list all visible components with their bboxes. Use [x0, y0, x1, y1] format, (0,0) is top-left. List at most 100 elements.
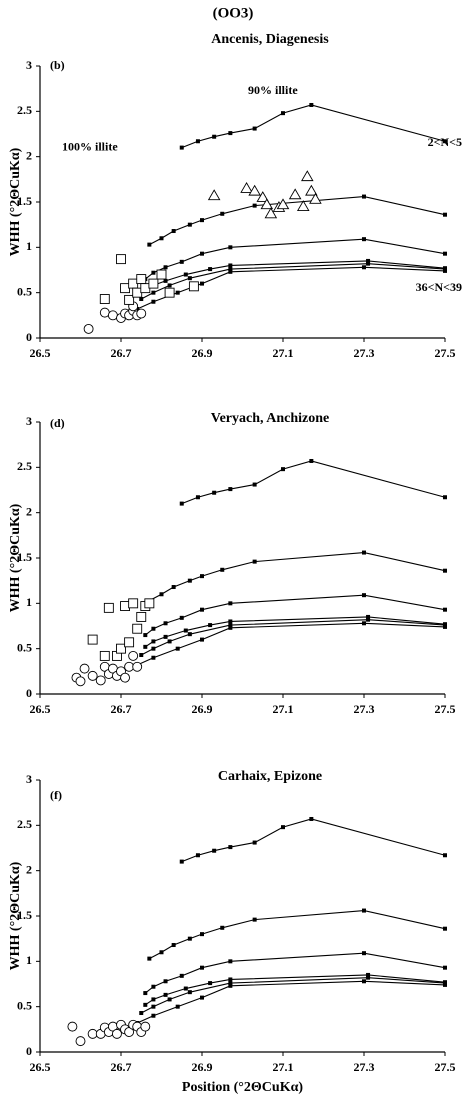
model-point	[443, 251, 447, 256]
y-tick-label: 0.5	[17, 284, 32, 298]
model-point	[179, 501, 184, 506]
data-point	[132, 287, 143, 298]
model-point	[228, 619, 233, 624]
model-point	[159, 236, 164, 241]
model-point	[147, 242, 152, 247]
model-point	[362, 194, 366, 199]
model-point	[362, 951, 366, 956]
x-tick-label: 27.5	[435, 702, 456, 716]
model-point	[208, 267, 213, 272]
model-point	[183, 272, 188, 277]
model-point	[179, 859, 184, 864]
model-point	[252, 840, 257, 845]
data-point	[309, 192, 322, 204]
model-point	[252, 203, 257, 208]
y-tick-label: 1.5	[17, 194, 32, 208]
annotation: 90% illite	[248, 83, 298, 97]
model-point	[443, 982, 447, 987]
model-point	[281, 825, 285, 830]
model-point	[187, 276, 192, 281]
data-point	[132, 623, 143, 634]
model-point	[228, 623, 233, 628]
model-point	[143, 1002, 148, 1007]
data-point	[111, 1028, 122, 1039]
model-point	[151, 646, 156, 651]
y-tick-label: 2	[26, 504, 32, 518]
model-point	[212, 848, 217, 853]
model-curve	[136, 622, 446, 666]
data-point	[116, 643, 126, 654]
model-point	[187, 990, 192, 995]
data-point	[136, 274, 147, 285]
model-curve	[181, 104, 446, 149]
model-point	[362, 621, 366, 626]
model-point	[179, 615, 184, 620]
y-tick-label: 1.5	[17, 908, 32, 922]
y-tick-label: 2.5	[17, 103, 32, 117]
model-curve	[136, 266, 446, 310]
y-tick-label: 0	[26, 330, 32, 344]
y-tick-label: 2	[26, 862, 32, 876]
model-point	[195, 139, 200, 144]
model-point	[195, 495, 200, 500]
model-point	[309, 458, 314, 463]
model-point	[163, 265, 168, 270]
model-point	[151, 299, 156, 304]
model-point	[220, 211, 225, 216]
model-point	[228, 959, 233, 964]
data-point	[296, 200, 310, 211]
model-curve	[144, 238, 446, 280]
data-point	[99, 650, 110, 661]
model-point	[443, 926, 447, 931]
x-tick-label: 26.9	[192, 1060, 213, 1074]
chart-title: Carhaix, Epizone	[218, 769, 322, 784]
data-point	[107, 310, 118, 321]
data-point	[87, 670, 98, 681]
model-point	[187, 936, 192, 941]
y-tick-label: 3	[26, 414, 32, 428]
data-point	[103, 602, 114, 613]
chart-title: Veryach, Anchizone	[211, 411, 329, 426]
model-point	[443, 965, 447, 970]
x-tick-label: 27.1	[273, 1060, 294, 1074]
x-tick-label: 26.9	[192, 346, 213, 360]
model-point	[228, 263, 233, 268]
x-axis-label: Position (°2ΘCuKα)	[182, 1080, 303, 1095]
data-point	[207, 189, 221, 201]
model-point	[139, 1011, 144, 1016]
y-tick-label: 3	[26, 772, 32, 786]
model-point	[228, 977, 233, 982]
y-tick-label: 1	[26, 953, 32, 967]
model-point	[200, 995, 204, 1000]
model-point	[228, 981, 233, 986]
model-point	[163, 992, 168, 997]
y-tick-label: 1	[26, 239, 32, 253]
model-point	[183, 628, 188, 633]
data-point	[164, 287, 175, 298]
x-tick-label: 27.5	[435, 1060, 456, 1074]
data-point	[144, 598, 155, 609]
x-tick-label: 26.9	[192, 702, 213, 716]
model-point	[366, 258, 371, 263]
model-curve	[144, 594, 446, 636]
model-point	[151, 1004, 156, 1009]
y-tick-label: 0.5	[17, 640, 32, 654]
model-point	[151, 639, 156, 644]
data-point	[120, 672, 131, 683]
data-point	[148, 278, 159, 289]
model-point	[183, 986, 188, 991]
data-point	[128, 598, 139, 609]
model-point	[212, 490, 217, 495]
model-point	[175, 290, 180, 295]
model-curve	[144, 952, 446, 994]
model-curve	[181, 818, 446, 863]
y-tick-label: 2.5	[17, 817, 32, 831]
x-tick-label: 26.7	[111, 1060, 132, 1074]
model-point	[171, 229, 176, 234]
panel-label: (b)	[50, 58, 65, 72]
model-point	[220, 925, 225, 930]
model-point	[228, 131, 233, 136]
model-point	[228, 245, 233, 250]
model-point	[200, 965, 204, 970]
